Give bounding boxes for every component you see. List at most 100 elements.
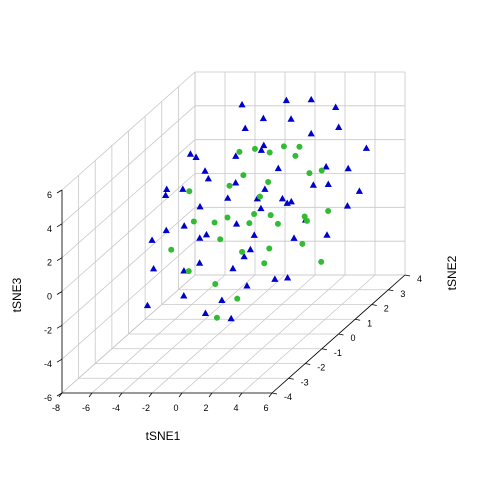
triangle-point xyxy=(323,231,331,238)
circle-point xyxy=(224,214,231,221)
triangle-point xyxy=(196,259,204,266)
y-tick xyxy=(404,274,411,277)
y-tick xyxy=(371,304,377,306)
triangle-point xyxy=(204,174,212,182)
triangle-point xyxy=(259,114,267,122)
triangle-point xyxy=(227,314,235,322)
y-tick-label: -4 xyxy=(284,392,292,402)
grid-line xyxy=(61,207,196,326)
x-tick xyxy=(208,392,213,398)
grid-line xyxy=(61,139,196,258)
circle-point xyxy=(266,245,273,252)
circle-point xyxy=(296,143,303,150)
triangle-point xyxy=(232,152,240,159)
triangle-point xyxy=(257,146,265,153)
triangle-point xyxy=(257,204,265,212)
y-tick-label: -2 xyxy=(317,363,325,373)
circle-point xyxy=(190,218,197,225)
triangle-point xyxy=(343,202,352,209)
z-axis-title: tSNE3 xyxy=(10,277,24,312)
circle-point xyxy=(240,172,247,179)
y-tick xyxy=(388,289,394,292)
triangle-point xyxy=(143,301,152,309)
z-tick-label: 0 xyxy=(47,292,52,302)
x-tick xyxy=(118,392,123,398)
triangle-point xyxy=(232,220,241,227)
x-tick xyxy=(178,392,183,398)
triangle-point xyxy=(148,236,156,243)
triangle-point xyxy=(241,124,249,132)
triangle-point xyxy=(224,194,232,201)
x-tick-label: -4 xyxy=(112,403,120,413)
circle-point xyxy=(234,295,241,302)
y-axis-title: tSNE2 xyxy=(445,255,459,290)
triangle-point xyxy=(202,230,211,238)
y-tick-label: 3 xyxy=(400,289,405,299)
circle-point xyxy=(318,167,325,174)
x-tick xyxy=(268,392,273,398)
triangle-point xyxy=(362,144,370,151)
circle-point xyxy=(251,145,258,152)
y-tick-label: -3 xyxy=(301,377,309,387)
triangle-point xyxy=(283,274,292,281)
x-tick-label: 2 xyxy=(203,403,208,413)
circle-point xyxy=(301,213,308,220)
z-tick xyxy=(56,223,63,228)
y-tick-label: 0 xyxy=(351,333,356,343)
triangle-point xyxy=(260,141,268,149)
circle-point xyxy=(212,280,219,287)
z-tick xyxy=(56,291,63,295)
circle-point xyxy=(226,182,233,189)
z-tick xyxy=(56,257,63,262)
z-tick xyxy=(56,358,63,363)
triangle-point xyxy=(307,129,315,137)
x-tick xyxy=(238,392,243,398)
grid-line xyxy=(61,274,196,394)
triangle-point xyxy=(322,163,330,170)
z-tick xyxy=(56,392,63,397)
triangle-point xyxy=(162,226,170,234)
triangle-point xyxy=(261,185,269,192)
z-tick xyxy=(56,324,63,329)
triangle-point xyxy=(229,264,237,272)
x-tick-label: 4 xyxy=(233,403,238,413)
circle-point xyxy=(251,210,258,217)
x-tick-label: 6 xyxy=(263,403,268,413)
triangle-point xyxy=(283,199,291,206)
circle-point xyxy=(318,258,325,265)
y-tick xyxy=(321,348,327,351)
circle-point xyxy=(280,143,287,150)
triangle-point xyxy=(287,115,295,122)
triangle-point xyxy=(335,123,343,131)
circle-point xyxy=(213,314,220,321)
triangle-point xyxy=(271,275,279,282)
triangle-point xyxy=(201,309,210,316)
x-axis-title: tSNE1 xyxy=(146,429,181,443)
triangle-point xyxy=(192,153,200,160)
triangle-point xyxy=(180,291,188,299)
triangle-point xyxy=(243,282,251,289)
y-tick xyxy=(271,392,278,395)
y-tick-label: 4 xyxy=(417,274,422,284)
circle-point xyxy=(261,260,268,267)
triangle-point xyxy=(180,267,188,274)
triangle-point xyxy=(274,164,282,172)
circle-point xyxy=(239,248,246,255)
x-tick-label: -8 xyxy=(52,403,60,413)
triangle-point xyxy=(163,185,171,193)
y-tick xyxy=(305,363,311,365)
z-tick-label: -2 xyxy=(44,325,52,335)
grid-line xyxy=(61,173,196,292)
circle-point xyxy=(185,268,192,275)
box-grid xyxy=(61,71,406,394)
circle-point xyxy=(299,240,306,247)
triangle-point xyxy=(332,103,340,110)
x-tick xyxy=(88,392,93,398)
circle-point xyxy=(236,148,243,155)
triangle-point xyxy=(238,100,246,108)
circle-point xyxy=(265,178,272,185)
circle-point xyxy=(292,152,299,159)
z-tick-label: 4 xyxy=(47,224,52,234)
triangle-point xyxy=(344,164,352,172)
